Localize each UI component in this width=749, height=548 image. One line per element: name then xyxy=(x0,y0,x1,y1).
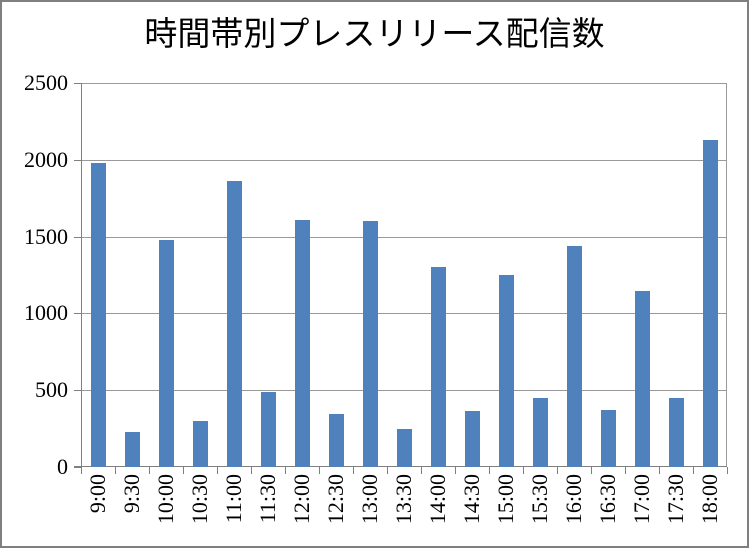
x-axis-tick xyxy=(149,467,150,474)
x-axis-tick xyxy=(285,467,286,474)
x-axis-tick xyxy=(557,467,558,474)
x-axis-tick-label: 13:00 xyxy=(357,474,382,525)
x-axis-tick-label: 14:00 xyxy=(425,474,450,525)
x-axis-tick xyxy=(523,467,524,474)
x-axis-tick xyxy=(353,467,354,474)
y-axis-tick xyxy=(74,390,81,392)
x-axis-tick-label: 16:30 xyxy=(595,474,620,525)
x-axis-tick-label: 11:00 xyxy=(221,474,246,524)
x-axis-tick xyxy=(387,467,388,474)
x-axis-tick xyxy=(625,467,626,474)
bar xyxy=(430,267,446,467)
bar xyxy=(226,181,242,467)
bar xyxy=(634,291,650,467)
bar xyxy=(600,410,616,467)
bar xyxy=(260,392,276,467)
y-axis-tick-label: 500 xyxy=(35,377,68,403)
x-axis-tick-label: 15:00 xyxy=(493,474,518,525)
bar xyxy=(328,414,344,467)
y-axis-tick-label: 2500 xyxy=(24,70,68,95)
gridline xyxy=(81,236,727,238)
y-axis-tick xyxy=(74,467,81,468)
y-axis-tick-label: 2000 xyxy=(24,146,68,172)
x-axis-tick xyxy=(81,467,82,474)
x-axis-tick-label: 17:30 xyxy=(663,474,688,525)
gridline xyxy=(81,313,727,315)
x-axis-tick-label: 15:30 xyxy=(527,474,552,525)
y-axis-tick xyxy=(74,83,81,84)
x-axis-tick-label: 14:30 xyxy=(459,474,484,525)
x-axis-tick xyxy=(115,467,116,474)
plot-right-border xyxy=(726,83,727,467)
x-axis-tick xyxy=(489,467,490,474)
x-axis-tick xyxy=(727,467,728,474)
bar xyxy=(532,398,548,467)
bar xyxy=(158,240,174,467)
x-axis-tick-label: 12:30 xyxy=(323,474,348,525)
x-axis-tick-label: 9:00 xyxy=(85,474,110,514)
bar xyxy=(124,432,140,467)
x-axis-tick xyxy=(693,467,694,474)
x-axis-tick-label: 11:30 xyxy=(255,474,280,524)
x-axis-tick xyxy=(455,467,456,474)
x-axis-tick-label: 18:00 xyxy=(697,474,722,525)
x-axis-tick-label: 12:00 xyxy=(289,474,314,525)
gridline xyxy=(81,159,727,161)
x-axis-tick-label: 17:00 xyxy=(629,474,654,525)
y-axis-line xyxy=(81,83,82,467)
x-axis-tick-label: 13:30 xyxy=(391,474,416,525)
y-axis-tick-label: 0 xyxy=(57,454,68,479)
bar xyxy=(90,163,106,467)
x-axis-tick xyxy=(659,467,660,474)
x-axis-tick-label: 10:30 xyxy=(187,474,212,525)
y-axis-tick xyxy=(74,313,81,315)
chart-title: 時間帯別プレスリリース配信数 xyxy=(144,15,605,52)
y-axis-tick-label: 1500 xyxy=(24,223,68,249)
y-axis-tick-label: 1000 xyxy=(24,300,68,326)
gridline xyxy=(81,390,727,392)
plot-area xyxy=(74,83,728,474)
x-axis-tick xyxy=(421,467,422,474)
bar xyxy=(396,429,412,467)
bar xyxy=(464,411,480,467)
x-axis-tick-label: 9:30 xyxy=(119,474,144,514)
x-axis-tick xyxy=(183,467,184,474)
x-axis-tick-label: 10:00 xyxy=(153,474,178,525)
bar xyxy=(668,398,684,467)
bar xyxy=(498,275,514,467)
bar xyxy=(294,220,310,467)
y-axis-tick xyxy=(74,159,81,161)
x-axis-tick-label: 16:00 xyxy=(561,474,586,525)
y-axis-tick xyxy=(74,236,81,238)
x-axis-tick xyxy=(591,467,592,474)
bar xyxy=(192,421,208,467)
x-axis-tick xyxy=(319,467,320,474)
x-axis-tick xyxy=(217,467,218,474)
bar xyxy=(362,221,378,467)
gridline xyxy=(81,83,727,84)
bar xyxy=(566,246,582,467)
bar xyxy=(702,140,718,467)
x-axis-tick xyxy=(251,467,252,474)
